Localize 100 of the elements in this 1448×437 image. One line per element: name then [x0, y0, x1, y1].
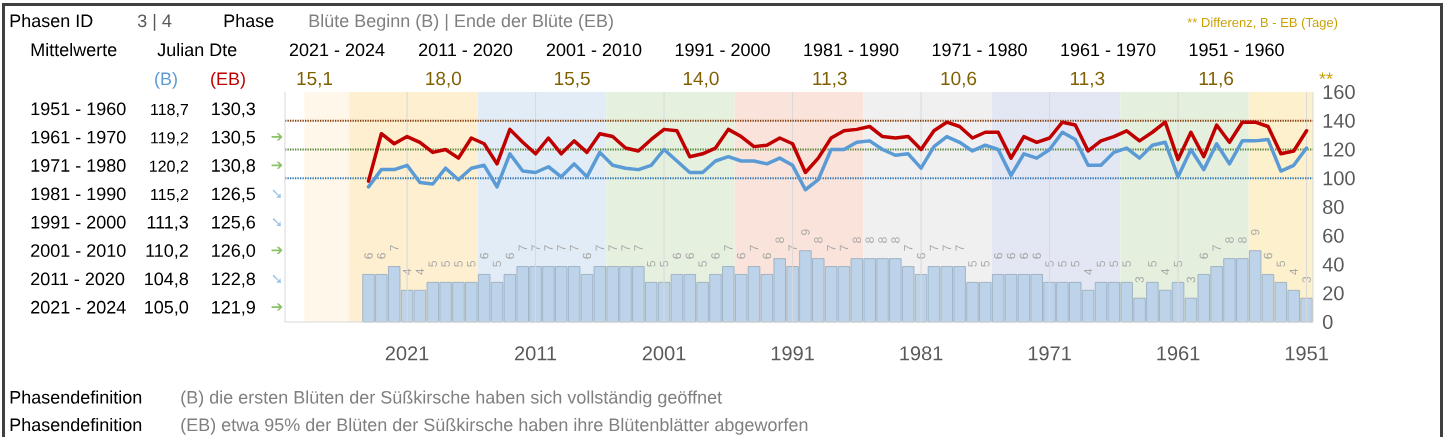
data-label: 6 [1006, 253, 1016, 259]
data-label: 5 [1276, 261, 1286, 267]
data-label: 7 [570, 245, 579, 251]
text: ** [1319, 72, 1333, 79]
text: (EB) etwa 95% der Blüten der Süßkirsche haben ihre Blütenblätter abgeworfen [181, 417, 808, 435]
text: 1951 - 1960 [31, 102, 126, 116]
text: 126,0 [212, 244, 256, 260]
data-label: 6 [736, 253, 746, 259]
data-label: 7 [827, 245, 836, 251]
text: 1991 - 2000 [675, 43, 770, 57]
text: 111,3 [147, 215, 189, 231]
data-label: 8 [878, 237, 887, 243]
text: 130,8 [212, 159, 256, 174]
y-tick-label: 60 [1323, 228, 1344, 243]
data-label: 5 [1173, 261, 1183, 267]
text: 11,3 [813, 71, 847, 88]
data-label: 6 [993, 253, 1003, 259]
text: (EB) [211, 71, 245, 89]
x-tick-label: 2021 [385, 346, 429, 361]
x-tick-label: 1981 [900, 346, 943, 361]
text: 1981 - 1990 [31, 187, 126, 201]
text: Julian Dte [157, 42, 237, 57]
text: 121,9 [212, 300, 255, 316]
text: 122,8 [212, 272, 256, 288]
data-label: 5 [1071, 261, 1080, 267]
text: 104,8 [145, 272, 189, 288]
data-label: 5 [1058, 261, 1067, 267]
data-label: 5 [1096, 261, 1106, 267]
x-tick-label: 2011 [515, 346, 557, 361]
text: ➔ [271, 133, 283, 141]
text: 15,5 [555, 71, 590, 88]
data-label: 8 [814, 237, 823, 243]
data-label: 8 [865, 237, 874, 243]
text: 18,0 [426, 71, 462, 88]
text: Phasendefinition [10, 390, 142, 404]
data-label: 4 [1289, 268, 1298, 275]
data-label: 5 [1109, 261, 1119, 267]
text: 10,6 [941, 71, 977, 88]
line-series [366, 130, 1309, 192]
y-tick-label: 0 [1322, 314, 1333, 330]
data-label: 5 [981, 261, 990, 267]
data-label: 7 [390, 245, 399, 251]
text: 1971 - 1980 [31, 159, 126, 172]
data-label: 6 [1263, 253, 1273, 259]
data-label: 9 [1250, 229, 1260, 235]
data-label: 5 [1122, 261, 1131, 267]
text: 2001 - 2010 [31, 244, 126, 257]
data-label: 7 [929, 245, 939, 251]
data-label: 7 [531, 245, 540, 251]
data-label: 7 [955, 245, 964, 251]
data-label: 5 [647, 261, 656, 267]
text: (B) [155, 71, 177, 89]
data-label: 6 [1199, 253, 1209, 259]
y-tick-label: 100 [1323, 171, 1355, 186]
text: 115,2 [151, 188, 188, 203]
data-label: 5 [659, 261, 669, 267]
text: 2001 - 2010 [546, 43, 642, 57]
text: 1961 - 1970 [1061, 43, 1156, 57]
text: 125,6 [212, 215, 256, 231]
data-label: 6 [1019, 253, 1029, 259]
data-label: 5 [1045, 261, 1054, 267]
data-label: 5 [428, 261, 437, 267]
data-label: 7 [749, 245, 759, 251]
data-label: 6 [685, 253, 695, 259]
text: Phase [224, 13, 274, 28]
text: 110,2 [146, 244, 188, 260]
text: Phasendefinition [10, 417, 142, 432]
text: 2011 - 2020 [419, 43, 513, 57]
text: Mittelwerte [31, 42, 117, 57]
x-tick-label: 1951 [1285, 346, 1328, 361]
data-label: 7 [942, 245, 951, 251]
text: 120,2 [149, 160, 188, 174]
x-tick-label: 1991 [771, 346, 814, 361]
text: 15,1 [297, 71, 333, 88]
text: Blüte Beginn (B) | Ende der Blüte (EB) [309, 13, 613, 31]
x-tick-label: 1971 [1028, 346, 1071, 361]
text: 1991 - 2000 [31, 215, 126, 229]
data-label: 7 [1212, 245, 1221, 251]
data-label: 4 [1161, 268, 1170, 275]
text: 1981 - 1990 [804, 43, 899, 57]
text: 126,5 [212, 187, 256, 203]
data-label: 7 [518, 245, 527, 251]
text: ➔ [271, 161, 283, 169]
y-tick-label: 120 [1323, 142, 1355, 157]
data-label: 3 [1186, 276, 1196, 283]
data-label: 4 [1084, 268, 1093, 275]
data-label: 6 [916, 253, 926, 259]
text: 3 | 4 [137, 13, 172, 31]
text: 118,7 [151, 103, 188, 118]
text: ➘ [272, 274, 281, 284]
data-label: 7 [724, 245, 733, 251]
text: ** Differenz, B - EB (Tage) [1187, 17, 1338, 30]
data-label: 6 [762, 253, 772, 259]
text: 14,0 [683, 71, 719, 88]
data-label: 4 [415, 268, 425, 275]
data-label: 6 [1032, 253, 1041, 259]
data-label: 5 [492, 261, 502, 267]
data-label: 7 [595, 245, 604, 251]
data-label: 5 [698, 261, 707, 267]
text: 1971 - 1980 [932, 43, 1027, 57]
